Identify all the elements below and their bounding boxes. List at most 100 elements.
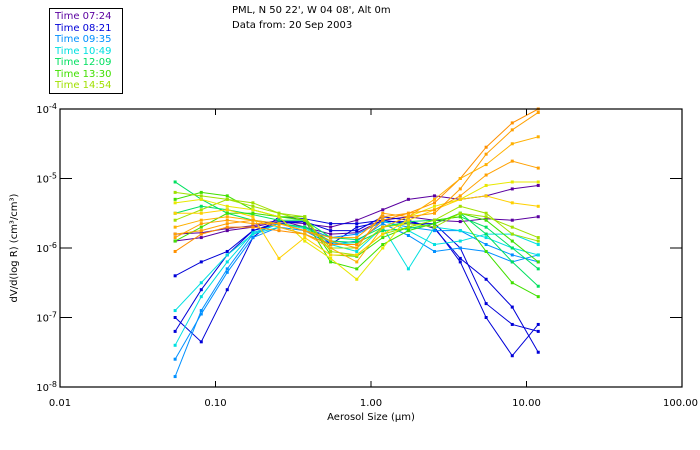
data-point <box>381 229 385 233</box>
data-point <box>225 204 229 208</box>
data-point <box>199 204 203 208</box>
data-point <box>432 243 436 247</box>
series <box>173 135 540 264</box>
x-tick-label: 0.10 <box>204 398 226 409</box>
data-point <box>484 152 488 156</box>
data-point <box>355 229 359 233</box>
data-point <box>251 215 255 219</box>
data-point <box>458 220 462 224</box>
data-point <box>536 260 540 264</box>
data-point <box>484 215 488 219</box>
data-point <box>355 277 359 281</box>
data-point <box>199 194 203 198</box>
legend-entry: Time 10:49 <box>55 45 112 57</box>
x-axis-label: Aerosol Size (µm) <box>327 412 415 423</box>
data-point <box>432 197 436 201</box>
data-point <box>303 232 307 236</box>
data-point <box>355 243 359 247</box>
data-point <box>225 208 229 212</box>
legend: Time 07:24 Time 08:21 Time 09:35 Time 10:49… <box>49 8 123 94</box>
data-point <box>510 218 514 222</box>
data-point <box>406 211 410 215</box>
data-point <box>199 211 203 215</box>
data-point <box>406 218 410 222</box>
data-point <box>251 201 255 205</box>
data-point <box>199 197 203 201</box>
x-tick-label: 1.00 <box>360 398 382 409</box>
data-point <box>225 225 229 229</box>
chart-title: PML, N 50 22', W 04 08', Alt 0m <box>232 5 391 16</box>
data-point <box>406 197 410 201</box>
data-point <box>225 215 229 219</box>
data-point <box>484 145 488 149</box>
legend-entry: Time 07:24 <box>55 11 112 22</box>
data-point <box>277 215 281 219</box>
data-point <box>225 211 229 215</box>
series-layer <box>173 107 540 379</box>
data-point <box>458 215 462 219</box>
chart-titles: PML, N 50 22', W 04 08', Alt 0m Data fro… <box>232 3 391 33</box>
series <box>173 159 540 240</box>
data-point <box>225 260 229 264</box>
data-point <box>510 305 514 309</box>
data-point <box>381 208 385 212</box>
legend-entry: Time 12:09 <box>55 57 112 68</box>
data-point <box>199 295 203 299</box>
data-point <box>355 232 359 236</box>
data-point <box>251 211 255 215</box>
data-point <box>484 163 488 167</box>
data-point <box>199 222 203 226</box>
data-point <box>355 246 359 250</box>
data-point <box>432 211 436 215</box>
data-point <box>536 295 540 299</box>
data-point <box>173 316 177 319</box>
data-point <box>484 316 488 319</box>
data-point <box>381 215 385 219</box>
data-point <box>484 194 488 198</box>
data-point <box>458 211 462 215</box>
data-point <box>458 260 462 264</box>
data-point <box>303 236 307 240</box>
data-point <box>277 222 281 226</box>
data-point <box>173 249 177 253</box>
data-point <box>510 121 514 125</box>
data-point <box>329 249 333 253</box>
data-point <box>199 281 203 285</box>
data-point <box>510 260 514 264</box>
data-point <box>536 267 540 271</box>
data-point <box>381 225 385 229</box>
data-point <box>432 194 436 198</box>
data-point <box>329 243 333 247</box>
data-point <box>173 190 177 194</box>
data-point <box>355 222 359 226</box>
data-point <box>355 253 359 257</box>
data-point <box>199 218 203 222</box>
data-point <box>355 240 359 244</box>
data-point <box>536 239 540 243</box>
data-point <box>199 208 203 212</box>
data-point <box>406 267 410 271</box>
data-point <box>329 260 333 264</box>
data-point <box>432 249 436 253</box>
data-point <box>510 225 514 229</box>
data-point <box>432 204 436 208</box>
y-tick-label: 10-7 <box>36 311 57 325</box>
data-point <box>277 225 281 229</box>
data-point <box>277 229 281 233</box>
data-point <box>251 236 255 240</box>
data-point <box>251 208 255 212</box>
data-point <box>225 222 229 226</box>
data-point <box>355 225 359 229</box>
y-tick-label: 10-6 <box>36 241 57 255</box>
data-point <box>173 309 177 313</box>
plot-frame <box>59 108 683 388</box>
data-point <box>510 232 514 236</box>
data-point <box>510 354 514 358</box>
data-point <box>225 288 229 292</box>
data-point <box>199 190 203 194</box>
data-point <box>381 222 385 226</box>
data-point <box>484 243 488 247</box>
data-point <box>173 375 177 379</box>
y-tick-label: 10-8 <box>36 380 57 394</box>
data-point <box>510 180 514 184</box>
